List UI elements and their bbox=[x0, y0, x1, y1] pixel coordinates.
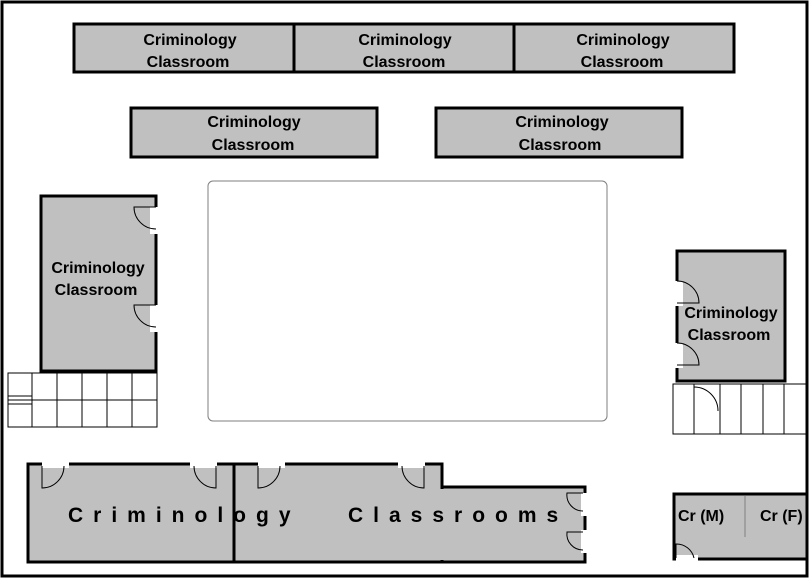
classroom-top-1-line2: Classroom bbox=[147, 54, 230, 71]
classroom-top-3[interactable]: Criminology Classroom bbox=[512, 22, 736, 74]
comfort-room-male-label: Cr (M) bbox=[678, 508, 724, 525]
classroom-top-2[interactable]: Criminology Classroom bbox=[292, 22, 516, 74]
classroom-right[interactable]: Criminology Classroom bbox=[673, 249, 787, 383]
classroom-left-line2: Classroom bbox=[55, 282, 138, 299]
classroom-top-2-line2: Classroom bbox=[363, 54, 446, 71]
classroom-second-2-line1: Criminology bbox=[515, 114, 608, 131]
comfort-room-male[interactable]: Cr (M) bbox=[678, 508, 724, 525]
classroom-right-line1: Criminology bbox=[684, 305, 777, 322]
door-bottom-5[interactable] bbox=[566, 492, 584, 512]
classroom-left[interactable]: Criminology Classroom bbox=[39, 194, 160, 373]
door-bottom-4[interactable] bbox=[401, 465, 425, 489]
comfort-rooms bbox=[672, 492, 809, 563]
classroom-second-1-line2: Classroom bbox=[212, 137, 295, 154]
classroom-right-line2: Classroom bbox=[688, 327, 771, 344]
classroom-bottom-block[interactable]: Criminology Classrooms bbox=[26, 460, 589, 564]
central-courtyard bbox=[207, 180, 608, 422]
door-left-lower[interactable] bbox=[133, 304, 157, 328]
classroom-top-3-line1: Criminology bbox=[576, 32, 669, 49]
door-right-lower[interactable] bbox=[676, 342, 700, 366]
door-right-upper[interactable] bbox=[676, 280, 700, 304]
door-bottom-1[interactable] bbox=[41, 465, 65, 489]
classroom-top-1-line1: Criminology bbox=[143, 32, 236, 49]
classroom-second-2-line2: Classroom bbox=[519, 137, 602, 154]
classroom-top-3-line2: Classroom bbox=[581, 54, 664, 71]
classroom-second-2[interactable]: Criminology Classroom bbox=[434, 106, 684, 159]
door-comfort-room[interactable] bbox=[675, 543, 695, 559]
door-bottom-2[interactable] bbox=[193, 465, 217, 489]
comfort-room-female[interactable]: Cr (F) bbox=[760, 508, 803, 525]
classroom-second-1[interactable]: Criminology Classroom bbox=[129, 106, 379, 159]
stairs-left bbox=[7, 372, 158, 428]
classroom-bottom-block-label: Criminology Classrooms bbox=[68, 504, 568, 527]
classroom-second-1-line1: Criminology bbox=[207, 114, 300, 131]
door-bottom-3[interactable] bbox=[257, 465, 281, 489]
classroom-top-2-line1: Criminology bbox=[358, 32, 451, 49]
comfort-room-female-label: Cr (F) bbox=[760, 508, 803, 525]
classroom-left-line1: Criminology bbox=[51, 260, 144, 277]
door-left-upper[interactable] bbox=[133, 206, 157, 230]
stairs-right bbox=[672, 383, 808, 435]
door-bottom-6[interactable] bbox=[566, 531, 584, 551]
classroom-top-1[interactable]: Criminology Classroom bbox=[72, 22, 296, 74]
